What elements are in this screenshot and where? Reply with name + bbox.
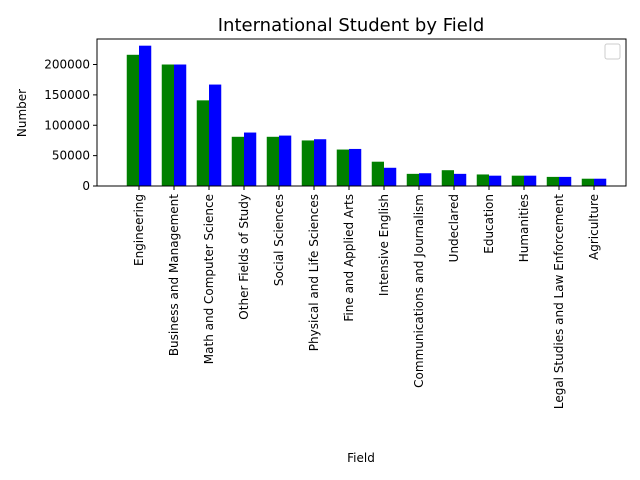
chart-title: International Student by Field: [218, 15, 485, 36]
bar-series1-6: [301, 140, 314, 186]
x-axis: Engineering Business and Management Math a…: [132, 186, 601, 409]
y-tick-label: 200000: [44, 58, 90, 72]
bar-series2-14: [594, 178, 607, 186]
bar-series2-8: [384, 167, 397, 186]
bar-series1-11: [476, 174, 489, 186]
bar-series2-10: [454, 173, 467, 186]
x-tick-label: Legal Studies and Law Enforcement: [552, 194, 566, 409]
bars-layer: [126, 45, 607, 186]
y-axis: 0 50000 100000 150000 200000: [44, 58, 97, 193]
bar-series2-3: [209, 84, 222, 186]
bar-series1-1: [126, 54, 139, 186]
bar-series1-14: [581, 178, 594, 186]
x-tick-label: Communications and Journalism: [412, 194, 426, 388]
bar-series1-8: [371, 161, 384, 186]
bar-series2-7: [349, 148, 362, 186]
y-tick-label: 50000: [52, 149, 90, 163]
x-tick-label: Agriculture: [587, 194, 601, 260]
bar-series1-3: [196, 100, 209, 186]
bar-series1-10: [441, 170, 454, 186]
bar-series1-13: [546, 176, 559, 186]
bar-series2-5: [279, 135, 292, 186]
x-tick-label: Humanities: [517, 194, 531, 262]
x-tick-label: Other Fields of Study: [237, 194, 251, 320]
y-tick-label: 0: [82, 179, 90, 193]
bar-series2-11: [489, 175, 502, 186]
x-tick-label: Engineering: [132, 194, 146, 266]
bar-series1-5: [266, 136, 279, 186]
x-tick-label: Undeclared: [447, 194, 461, 262]
x-tick-label: Social Sciences: [272, 194, 286, 286]
bar-series2-2: [174, 64, 187, 186]
legend: [604, 43, 621, 60]
x-tick-label: Intensive English: [377, 194, 391, 296]
x-tick-label: Physical and Life Sciences: [307, 194, 321, 351]
bar-series1-4: [231, 136, 244, 186]
y-tick-label: 150000: [44, 88, 90, 102]
bar-series2-13: [559, 176, 572, 186]
x-axis-label: Field: [347, 451, 375, 465]
bar-series1-2: [161, 64, 174, 186]
bar-series1-7: [336, 149, 349, 186]
legend-box: [604, 43, 621, 60]
x-tick-label: Education: [482, 194, 496, 254]
y-tick-label: 100000: [44, 118, 90, 132]
bar-series1-12: [511, 175, 524, 186]
x-tick-label: Fine and Applied Arts: [342, 194, 356, 322]
x-tick-label: Business and Management: [167, 194, 181, 356]
y-axis-label: Number: [15, 89, 29, 137]
bar-series1-9: [406, 173, 419, 186]
plot-area-frame: [96, 38, 627, 187]
bar-series2-12: [524, 175, 537, 186]
bar-series2-1: [139, 45, 152, 186]
bar-series2-6: [314, 139, 327, 186]
bar-series2-9: [419, 173, 432, 186]
bar-series2-4: [244, 132, 257, 186]
x-tick-label: Math and Computer Science: [202, 194, 216, 364]
